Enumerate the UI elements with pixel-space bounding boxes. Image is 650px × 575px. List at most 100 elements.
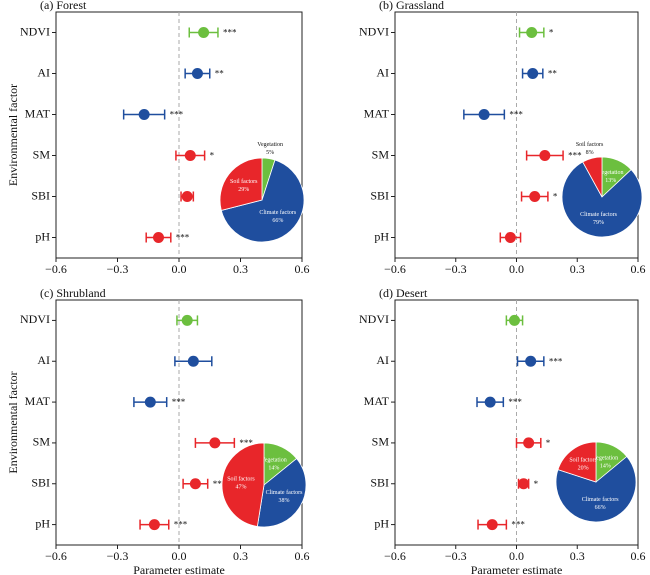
- x-tick-label: −0.3: [107, 549, 129, 563]
- x-axis-label: Parameter estimate: [471, 563, 563, 575]
- estimate-dot: [144, 396, 156, 408]
- pie-slice: [256, 457, 307, 528]
- estimate-dot: [148, 519, 160, 531]
- x-tick-label: 0.0: [509, 262, 524, 276]
- pie-slice: [555, 455, 637, 523]
- x-tick-label: 0.0: [172, 549, 187, 563]
- estimate-dot: [529, 191, 541, 202]
- estimate-dot: [189, 478, 201, 490]
- estimate-dot: [187, 355, 199, 367]
- x-axis-label: Parameter estimate: [133, 563, 225, 575]
- estimate-dot: [527, 68, 539, 79]
- x-tick-label: −0.3: [107, 262, 129, 276]
- x-tick-label: −0.6: [45, 549, 67, 563]
- y-tick-label: SBI: [31, 476, 50, 490]
- estimate-dot: [181, 191, 193, 202]
- y-tick-label: AI: [37, 353, 50, 367]
- pie-slice: [557, 441, 597, 483]
- y-tick-label: AI: [376, 65, 389, 79]
- estimate-dot: [484, 396, 496, 408]
- significance: ***: [549, 356, 563, 366]
- pie-label: Vegetation: [257, 142, 283, 148]
- pie-value-label: 14%: [268, 466, 279, 472]
- estimate-dot: [518, 478, 530, 490]
- pie-label: Climate factors: [259, 209, 296, 216]
- y-tick-label: pH: [35, 516, 50, 530]
- pie-value-label: 47%: [235, 485, 246, 491]
- estimate-dot: [209, 437, 221, 449]
- y-tick-label: SM: [372, 435, 390, 449]
- pie-slice: [220, 159, 305, 243]
- estimate-dot: [526, 27, 538, 38]
- x-tick-label: −0.6: [45, 262, 67, 276]
- estimate-dot: [478, 109, 490, 120]
- pie-label: Vegetation: [593, 455, 619, 461]
- estimate-dot: [486, 519, 498, 531]
- y-tick-label: NDVI: [20, 312, 50, 326]
- significance: *: [553, 192, 558, 202]
- y-axis-label: Environmental factor: [6, 84, 20, 186]
- pie-value-label: 5%: [266, 150, 274, 156]
- estimate-dot: [153, 232, 164, 243]
- y-tick-label: pH: [374, 229, 389, 243]
- significance: ***: [508, 397, 522, 407]
- pie-value-label: 66%: [595, 505, 606, 511]
- y-tick-label: MAT: [25, 106, 51, 120]
- estimate-dot: [181, 314, 193, 326]
- x-tick-label: 0.0: [509, 549, 524, 563]
- significance: ***: [170, 110, 184, 120]
- pie-label: Climate factors: [580, 211, 617, 218]
- y-tick-label: pH: [374, 516, 389, 530]
- pie-label: Climate factors: [582, 496, 619, 503]
- y-tick-label: SBI: [31, 188, 50, 202]
- x-tick-label: 0.3: [570, 262, 585, 276]
- estimate-dot: [198, 27, 210, 38]
- panel-title: (c) Shrubland: [40, 286, 106, 300]
- pie-value-label: 38%: [279, 498, 290, 504]
- y-tick-label: pH: [35, 229, 50, 243]
- panel-title: (a) Forest: [40, 0, 87, 12]
- pie-slice: [221, 442, 265, 527]
- pie-value-label: 14%: [600, 463, 611, 469]
- pie-value-label: 8%: [586, 150, 594, 156]
- significance: ***: [172, 397, 186, 407]
- y-tick-label: SBI: [370, 188, 389, 202]
- pie-slice: [219, 157, 263, 211]
- pie-label: Vegetation: [261, 458, 287, 464]
- y-tick-label: AI: [376, 353, 389, 367]
- significance: **: [215, 69, 225, 79]
- x-tick-label: 0.6: [295, 262, 310, 276]
- significance: ***: [239, 438, 253, 448]
- y-tick-label: SBI: [370, 476, 389, 490]
- y-tick-label: SM: [33, 147, 51, 161]
- y-tick-label: SM: [33, 435, 51, 449]
- pie-value-label: 66%: [272, 218, 283, 224]
- significance: **: [213, 479, 223, 489]
- panel-title: (d) Desert: [379, 286, 428, 300]
- y-tick-label: MAT: [364, 394, 390, 408]
- estimate-dot: [525, 355, 537, 367]
- estimate-dot: [184, 150, 196, 161]
- x-tick-label: −0.3: [445, 262, 467, 276]
- significance: *: [210, 151, 215, 161]
- x-tick-label: 0.3: [233, 549, 248, 563]
- y-tick-label: SM: [372, 147, 390, 161]
- pie-value-label: 79%: [593, 220, 604, 226]
- x-tick-label: 0.6: [295, 549, 310, 563]
- pie-value-label: 13%: [605, 178, 616, 184]
- x-tick-label: −0.3: [445, 549, 467, 563]
- y-tick-label: NDVI: [20, 24, 50, 38]
- estimate-dot: [191, 68, 203, 79]
- pie-slice: [561, 161, 643, 238]
- pie-label: Vegetation: [598, 170, 624, 176]
- pie-slice: [582, 156, 603, 198]
- pie-label: Soil factors: [230, 178, 258, 185]
- x-tick-label: 0.3: [233, 262, 248, 276]
- panel-title: (b) Grassland: [379, 0, 444, 12]
- estimate-dot: [523, 437, 535, 449]
- y-tick-label: NDVI: [359, 24, 389, 38]
- x-tick-label: 0.6: [631, 549, 646, 563]
- significance: ***: [174, 520, 188, 530]
- y-axis-label: Environmental factor: [6, 371, 20, 473]
- estimate-dot: [508, 314, 520, 326]
